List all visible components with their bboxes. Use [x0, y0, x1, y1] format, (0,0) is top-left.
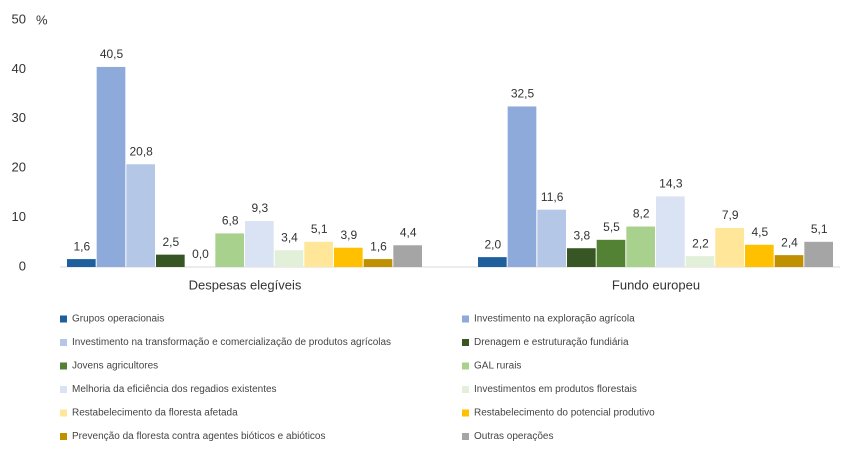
value-label: 11,6: [541, 190, 564, 204]
bar: [274, 250, 304, 267]
value-label: 2,4: [781, 235, 798, 249]
bar: [626, 226, 655, 267]
value-label: 7,9: [722, 208, 739, 222]
legend-swatch: [462, 433, 469, 440]
bar: [363, 259, 393, 267]
y-tick-label: 10: [12, 209, 26, 224]
bar: [567, 248, 596, 267]
value-label: 0,0: [192, 247, 209, 261]
bar: [304, 241, 333, 267]
bar: [537, 209, 566, 267]
value-label: 6,8: [222, 214, 239, 228]
y-tick-label: 20: [12, 160, 26, 175]
legend-swatch: [60, 386, 67, 393]
bar: [215, 233, 244, 267]
legend-label: Investimento na transformação e comercia…: [72, 337, 391, 348]
bar: [126, 164, 155, 267]
legend-swatch: [60, 433, 67, 440]
value-label: 2,5: [162, 235, 179, 249]
bar: [685, 256, 715, 267]
legend-label: Restabelecimento da floresta afetada: [72, 408, 238, 419]
legend-label: Restabelecimento do potencial produtivo: [474, 408, 655, 419]
legend-swatch: [60, 339, 67, 346]
value-label: 4,5: [751, 225, 768, 239]
bar: [804, 241, 833, 267]
value-label: 32,5: [511, 87, 535, 101]
bar: [715, 227, 744, 267]
bar: [393, 245, 422, 267]
value-label: 2,0: [484, 237, 501, 251]
legend-swatch: [462, 315, 469, 323]
legend-label: Investimento na exploração agrícola: [474, 314, 635, 325]
bar: [745, 244, 774, 267]
legend-label: Grupos operacionais: [72, 314, 164, 325]
legend-label: GAL rurais: [474, 361, 521, 372]
legend-label: Outras operações: [474, 431, 554, 442]
legend-swatch: [462, 339, 469, 346]
legend-swatch: [462, 386, 469, 393]
legend-label: Drenagem e estruturação fundiária: [474, 337, 629, 348]
bar: [156, 254, 185, 267]
y-axis-label: %: [36, 12, 48, 27]
y-tick-label: 40: [12, 61, 26, 76]
y-tick-label: 0: [19, 258, 26, 273]
value-label: 20,8: [129, 144, 153, 158]
y-tick-label: 30: [12, 110, 26, 125]
legend-label: Investimentos em produtos florestais: [474, 384, 637, 395]
value-label: 3,8: [573, 228, 590, 242]
bar: [478, 257, 507, 267]
value-label: 4,4: [400, 225, 417, 239]
x-tick-label: Fundo europeu: [612, 277, 700, 292]
y-tick-label: 50: [12, 11, 26, 26]
legend-label: Melhoria da eficiência dos regadios exis…: [72, 384, 277, 395]
bar: [334, 247, 363, 267]
bar: [96, 66, 126, 268]
value-label: 5,1: [811, 222, 828, 236]
x-tick-label: Despesas elegíveis: [189, 277, 302, 292]
value-label: 5,1: [311, 222, 328, 236]
value-label: 1,6: [370, 239, 387, 253]
value-label: 40,5: [100, 47, 124, 61]
value-label: 5,5: [603, 220, 620, 234]
bar: [656, 196, 685, 267]
bar: [596, 239, 626, 267]
bar: [774, 255, 804, 267]
legend-label: Prevenção da floresta contra agentes bió…: [72, 431, 326, 442]
value-label: 14,3: [659, 177, 683, 191]
legend-swatch: [60, 409, 67, 417]
value-label: 1,6: [73, 239, 90, 253]
value-label: 2,2: [692, 236, 709, 250]
legend-label: Jovens agricultores: [72, 361, 158, 372]
legend-swatch: [462, 409, 469, 417]
bar: [507, 106, 537, 267]
value-label: 3,4: [281, 230, 298, 244]
legend-swatch: [60, 315, 67, 323]
legend-swatch: [60, 362, 67, 370]
value-label: 3,9: [340, 228, 357, 242]
bar: [67, 259, 96, 267]
value-label: 9,3: [251, 201, 268, 215]
legend-swatch: [462, 362, 469, 370]
value-label: 8,2: [633, 207, 650, 221]
bar: [245, 221, 274, 267]
